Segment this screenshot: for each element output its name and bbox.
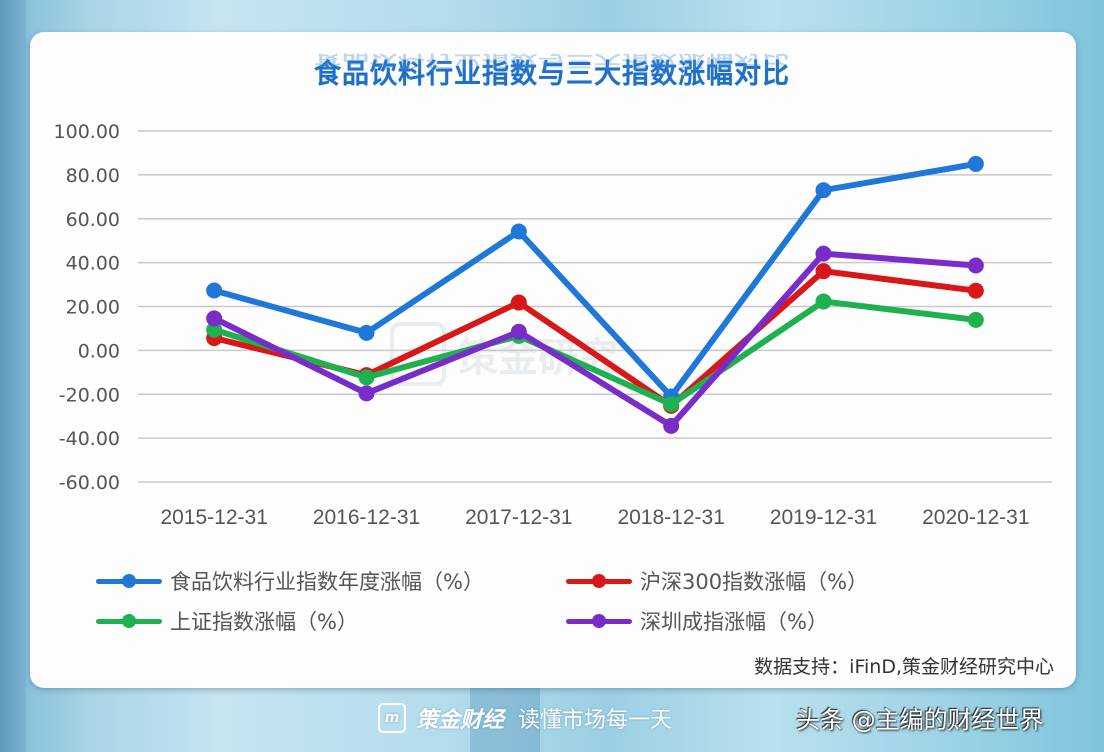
x-tick-label: 2018-12-31	[617, 506, 724, 529]
y-tick-label: 100.00	[54, 121, 120, 143]
data-point-marker	[510, 323, 527, 340]
x-tick-label: 2020-12-31	[922, 506, 1029, 529]
y-tick-label: -40.00	[59, 428, 120, 450]
y-tick-label: -20.00	[59, 384, 120, 406]
data-point-marker	[967, 311, 984, 328]
data-point-marker	[510, 223, 527, 240]
legend-swatch-icon	[566, 611, 632, 631]
x-tick-label: 2015-12-31	[160, 506, 267, 529]
y-tick-label: 80.00	[66, 165, 120, 187]
y-tick-label: 20.00	[66, 297, 120, 319]
data-point-marker	[663, 396, 680, 413]
data-point-marker	[967, 282, 984, 299]
series-line	[206, 245, 984, 434]
legend-item-csi300: 沪深300指数涨幅（%）	[566, 566, 868, 596]
y-axis-ticks: 100.00 80.00 60.00 40.00 20.00 0.00 -20.00 -40.…	[54, 121, 120, 494]
x-tick-label: 2016-12-31	[313, 506, 420, 529]
series-lines	[206, 155, 984, 434]
data-point-marker	[358, 369, 375, 386]
series-line	[206, 263, 984, 414]
data-point-marker	[967, 257, 984, 274]
data-point-marker	[206, 321, 223, 338]
data-point-marker	[358, 324, 375, 341]
data-point-marker	[358, 385, 375, 402]
legend-swatch-icon	[96, 611, 162, 631]
chart-card	[30, 32, 1076, 688]
x-tick-label: 2017-12-31	[465, 506, 572, 529]
legend-item-shenzhen: 深圳成指涨幅（%）	[566, 606, 828, 636]
background-stripe	[0, 0, 26, 752]
data-point-marker	[510, 294, 527, 311]
legend-item-shanghai: 上证指数涨幅（%）	[96, 606, 358, 636]
data-point-marker	[206, 310, 223, 327]
data-point-marker	[815, 245, 832, 262]
legend-item-food-beverage: 食品饮料行业指数年度涨幅（%）	[96, 566, 484, 596]
legend-swatch-icon	[96, 571, 162, 591]
data-point-marker	[206, 282, 223, 299]
y-tick-label: 0.00	[78, 340, 120, 362]
data-point-marker	[815, 293, 832, 310]
brand-name: 策金财经	[416, 708, 505, 733]
chart-title: 食品饮料行业指数与三大指数涨幅对比	[314, 59, 790, 90]
data-point-marker	[815, 263, 832, 280]
footer-brand: m 策金财经 读懂市场每一天	[378, 702, 672, 734]
data-point-marker	[967, 155, 984, 172]
legend-swatch-icon	[566, 571, 632, 591]
y-tick-label: 40.00	[66, 253, 120, 275]
y-tick-label: -60.00	[59, 472, 120, 494]
data-point-marker	[815, 182, 832, 199]
x-axis-ticks: 2015-12-31 2016-12-31 2017-12-31 2018-12-31…	[160, 506, 1029, 529]
data-point-marker	[663, 417, 680, 434]
author-credit: 头条 @主编的财经世界	[796, 706, 1044, 734]
data-source-note: 数据支持：iFinD,策金财经研究中心	[754, 656, 1054, 678]
background-stripe	[470, 688, 540, 752]
x-tick-label: 2019-12-31	[770, 506, 877, 529]
brand-logo-icon: m	[378, 703, 406, 733]
brand-slogan: 读懂市场每一天	[518, 708, 673, 733]
y-tick-label: 60.00	[66, 209, 120, 231]
